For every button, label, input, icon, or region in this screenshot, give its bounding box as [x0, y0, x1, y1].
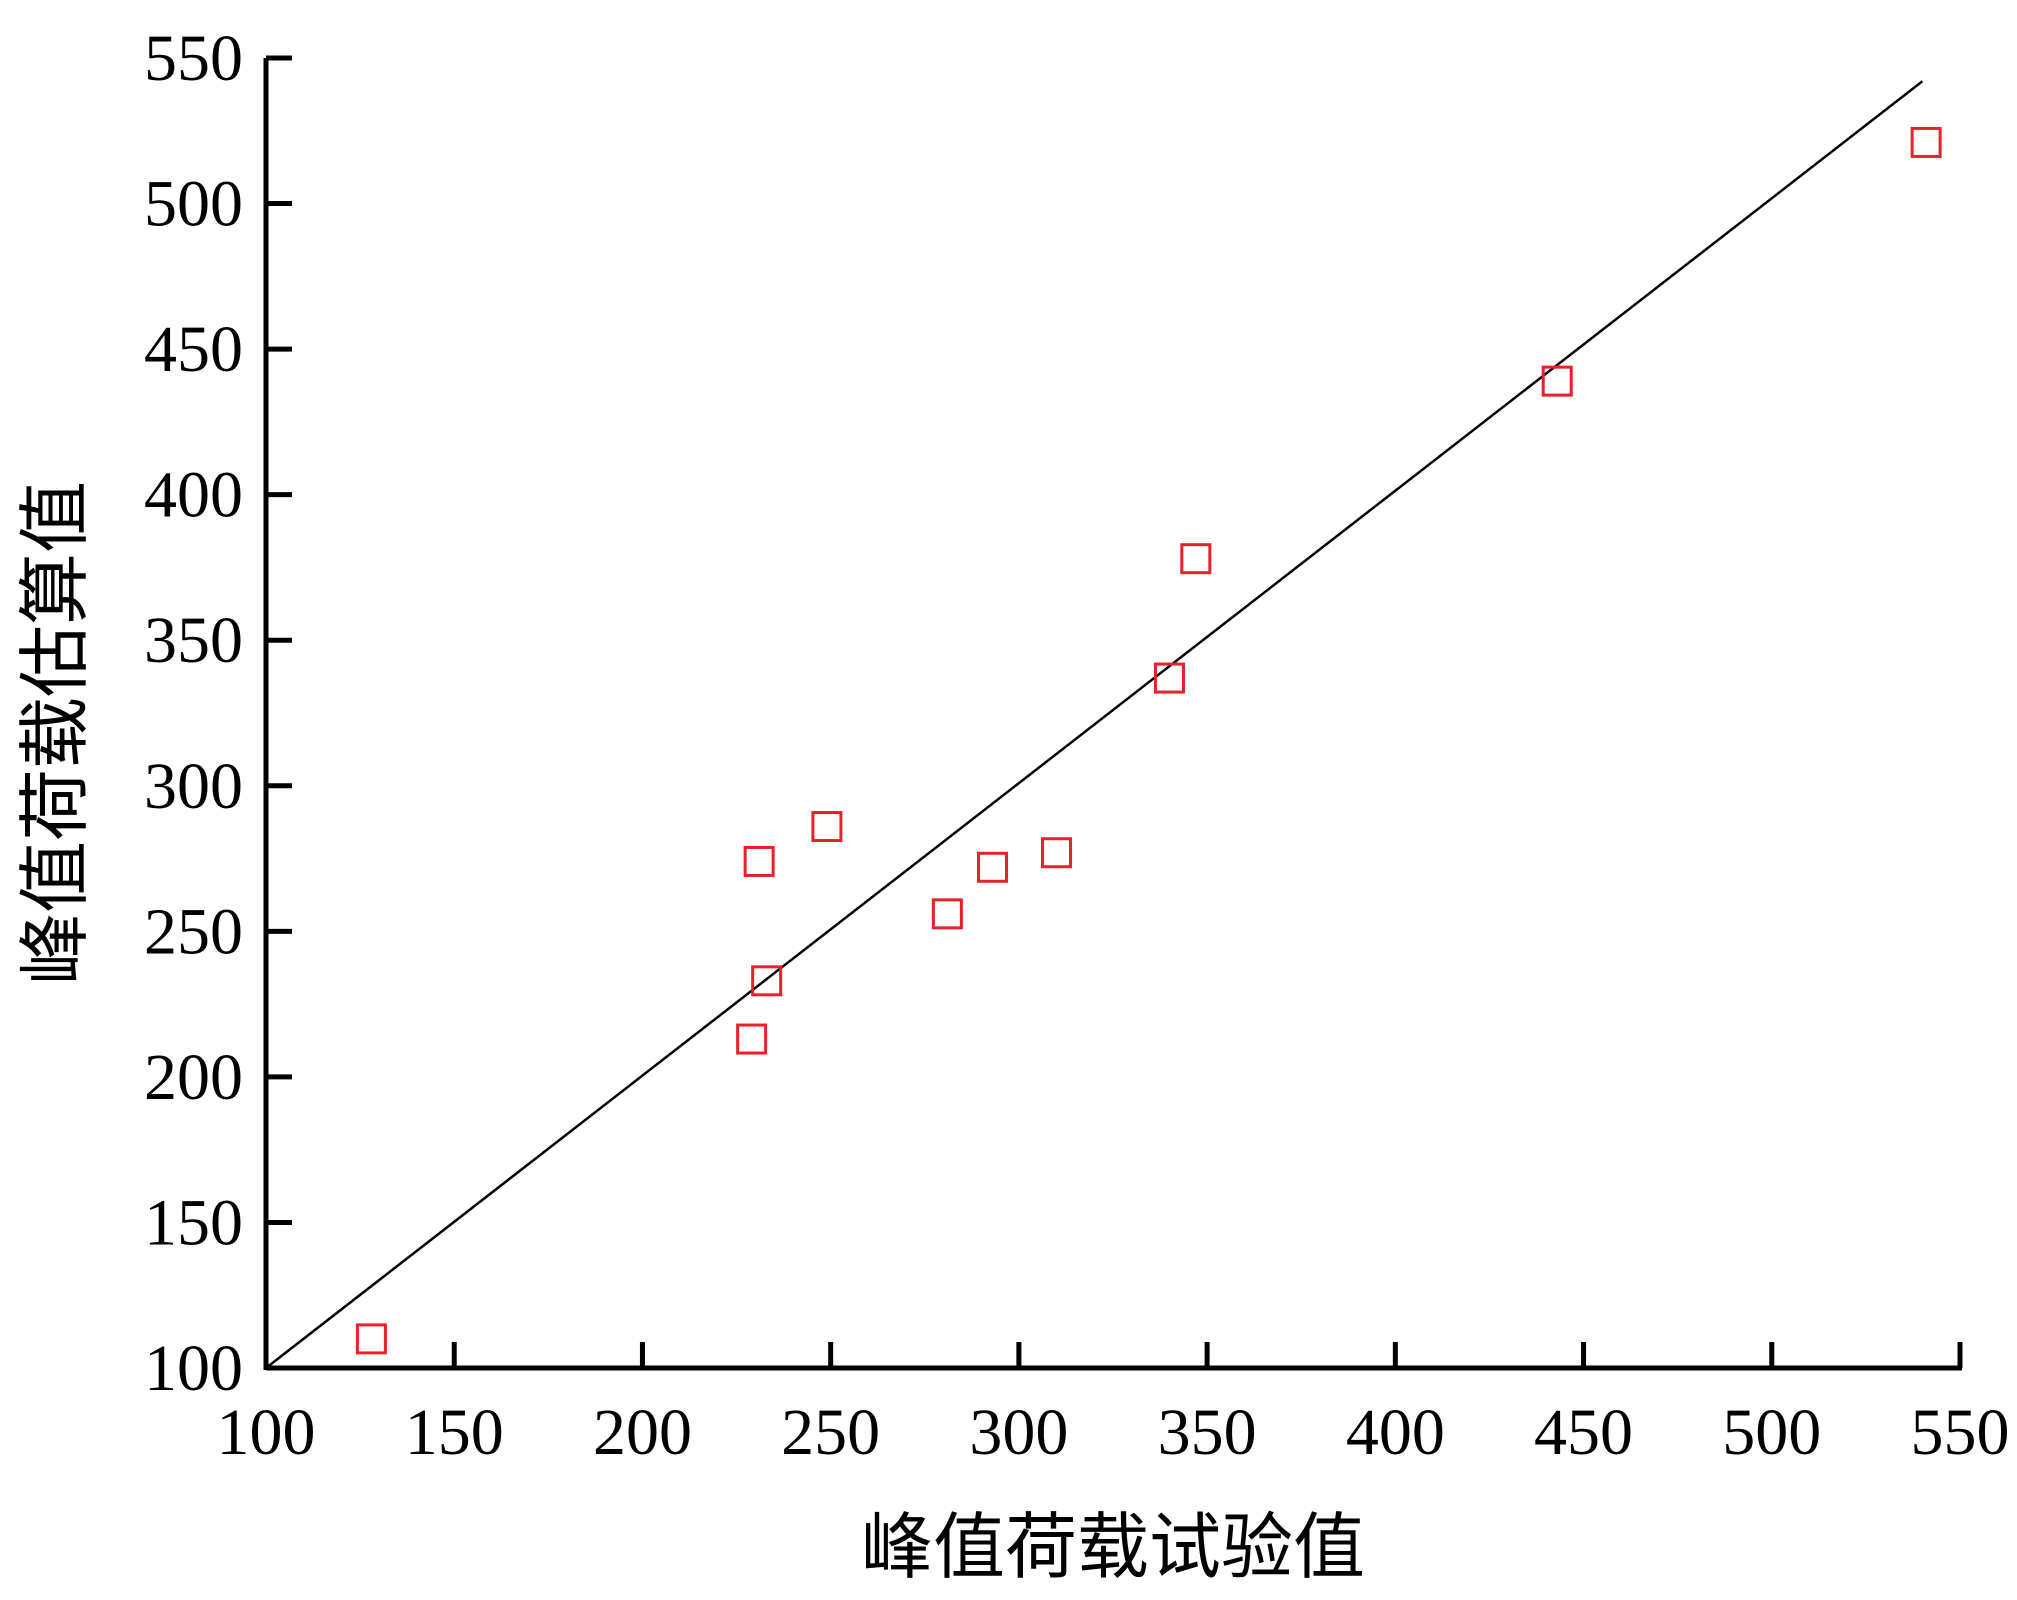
- reference-line-layer: [265, 80, 1924, 1369]
- x-tick-label: 350: [1158, 1396, 1257, 1469]
- x-tick-label: 250: [781, 1396, 880, 1469]
- y-tick-label: 450: [144, 313, 243, 386]
- x-axis-title: 峰值荷载试验值: [861, 1505, 1365, 1589]
- reference-line: [265, 80, 1924, 1369]
- x-tick-label: 100: [217, 1396, 316, 1469]
- data-point: [1541, 365, 1573, 397]
- data-point: [977, 851, 1009, 883]
- y-tick-label: 500: [144, 168, 243, 241]
- y-tick-label: 400: [144, 459, 243, 532]
- y-tick-label: 150: [144, 1186, 243, 1259]
- y-axis-title: 峰值荷载估算值: [13, 481, 97, 985]
- data-point: [811, 811, 843, 843]
- x-tick-label: 450: [1534, 1396, 1633, 1469]
- data-points: [355, 126, 1942, 1355]
- x-tick-label: 500: [1722, 1396, 1821, 1469]
- y-axis-ticks: 100 150 200 250 300 350 400 450 500 550: [144, 22, 292, 1405]
- x-tick-label: 150: [405, 1396, 504, 1469]
- y-tick-label: 550: [144, 22, 243, 95]
- x-axis-ticks: 100 150 200 250 300 350 400 450 500 550: [217, 1342, 2010, 1469]
- data-point: [1041, 837, 1073, 869]
- x-tick-label: 300: [969, 1396, 1068, 1469]
- data-point: [355, 1323, 387, 1355]
- data-point: [1910, 126, 1942, 158]
- x-tick-label: 400: [1346, 1396, 1445, 1469]
- y-tick-label: 350: [144, 604, 243, 677]
- y-tick-label: 300: [144, 750, 243, 823]
- data-point: [736, 1023, 768, 1055]
- data-point: [743, 845, 775, 877]
- y-tick-label: 100: [144, 1332, 243, 1405]
- data-point: [931, 898, 963, 930]
- y-tick-label: 200: [144, 1041, 243, 1114]
- y-tick-label: 250: [144, 895, 243, 968]
- x-tick-label: 550: [1911, 1396, 2010, 1469]
- data-point: [1180, 543, 1212, 575]
- x-tick-label: 200: [593, 1396, 692, 1469]
- data-point: [751, 965, 783, 997]
- data-point: [1153, 662, 1185, 694]
- axes: [263, 58, 1962, 1371]
